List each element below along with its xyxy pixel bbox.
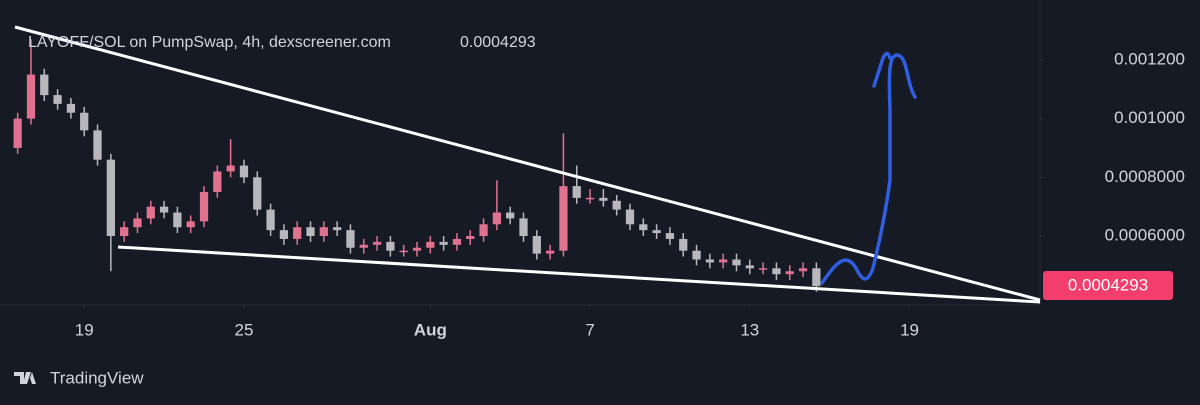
candle-body <box>532 236 541 254</box>
candle-body <box>146 206 155 219</box>
candle-body <box>133 218 142 228</box>
candle-body <box>639 224 648 231</box>
candle-body <box>612 200 621 210</box>
candle-body <box>745 265 754 269</box>
x-tick-label: 7 <box>585 320 594 339</box>
candle-body <box>652 230 661 234</box>
candle-body <box>120 227 129 237</box>
x-tick-label: 13 <box>740 320 759 339</box>
candle-body <box>239 165 249 178</box>
candle-body <box>439 241 448 245</box>
candle-body <box>559 186 568 251</box>
brand-logo <box>14 372 36 384</box>
x-tick-label: Aug <box>414 320 447 339</box>
candle-body <box>159 206 169 213</box>
candle-body <box>306 227 315 237</box>
candle-body <box>186 221 195 228</box>
last-price: 0.0004293 <box>460 34 536 51</box>
candle-body <box>599 197 608 201</box>
trend-line <box>14 25 1041 302</box>
candle-body <box>466 236 475 239</box>
candle-body <box>372 241 382 245</box>
candle-body <box>625 209 635 225</box>
trend-line <box>117 245 1041 304</box>
candle-body <box>452 238 462 245</box>
candle-body <box>679 238 688 251</box>
candle-body <box>798 268 808 272</box>
candle-body <box>506 212 515 219</box>
y-tick-label: 0.0008000 <box>1105 167 1185 186</box>
x-tick-label: 19 <box>900 320 919 339</box>
candle-body <box>253 177 262 210</box>
candle-body <box>40 74 49 96</box>
candle-body <box>213 171 222 192</box>
price-tag <box>1043 271 1173 300</box>
candle-body <box>266 209 275 231</box>
candle-body <box>732 259 741 266</box>
candle-body <box>106 159 115 237</box>
candle-body <box>199 191 209 222</box>
candle-body <box>772 268 781 275</box>
candle-body <box>226 165 235 172</box>
candle-body <box>93 130 102 160</box>
candle-body <box>53 95 62 104</box>
candle-body <box>333 227 342 231</box>
candle-body <box>705 259 714 263</box>
candle-body <box>758 268 768 270</box>
candle-body <box>692 250 701 260</box>
arrow-head <box>872 51 892 88</box>
candle-body <box>346 230 355 248</box>
candle-body <box>426 241 435 248</box>
candle-body <box>173 212 182 228</box>
brand: TradingView <box>50 368 144 387</box>
candle-body <box>399 250 408 253</box>
chart-title: LAYOFF/SOL on PumpSwap, 4h, dexscreener.… <box>28 34 391 51</box>
candle-body <box>386 241 395 251</box>
candle-body <box>572 186 581 198</box>
candle-body <box>80 112 89 131</box>
candle-body <box>519 218 528 237</box>
price-tag-label: 0.0004293 <box>1068 275 1148 294</box>
candle-body <box>785 271 794 275</box>
arrow-path <box>820 53 917 285</box>
y-tick-label: 0.001200 <box>1114 49 1185 68</box>
candle-body <box>66 103 76 113</box>
candle-body <box>279 230 289 239</box>
candle-body <box>359 244 368 248</box>
candle-body <box>319 227 328 237</box>
candle-body <box>546 250 555 254</box>
candle-body <box>492 212 502 225</box>
candle-body <box>293 227 302 239</box>
x-tick-label: 25 <box>235 320 254 339</box>
candle-body <box>719 259 728 263</box>
candle-body <box>412 247 422 251</box>
y-tick-label: 0.0006000 <box>1105 225 1185 244</box>
x-tick-label: 19 <box>75 320 94 339</box>
candle-body <box>479 224 488 237</box>
candle-body <box>13 118 22 148</box>
candle-body <box>812 268 821 287</box>
y-tick-label: 0.001000 <box>1114 108 1185 127</box>
candle-body <box>665 233 675 239</box>
candle-body <box>26 74 36 119</box>
logo-icon <box>14 372 36 384</box>
candle-body <box>585 197 595 200</box>
